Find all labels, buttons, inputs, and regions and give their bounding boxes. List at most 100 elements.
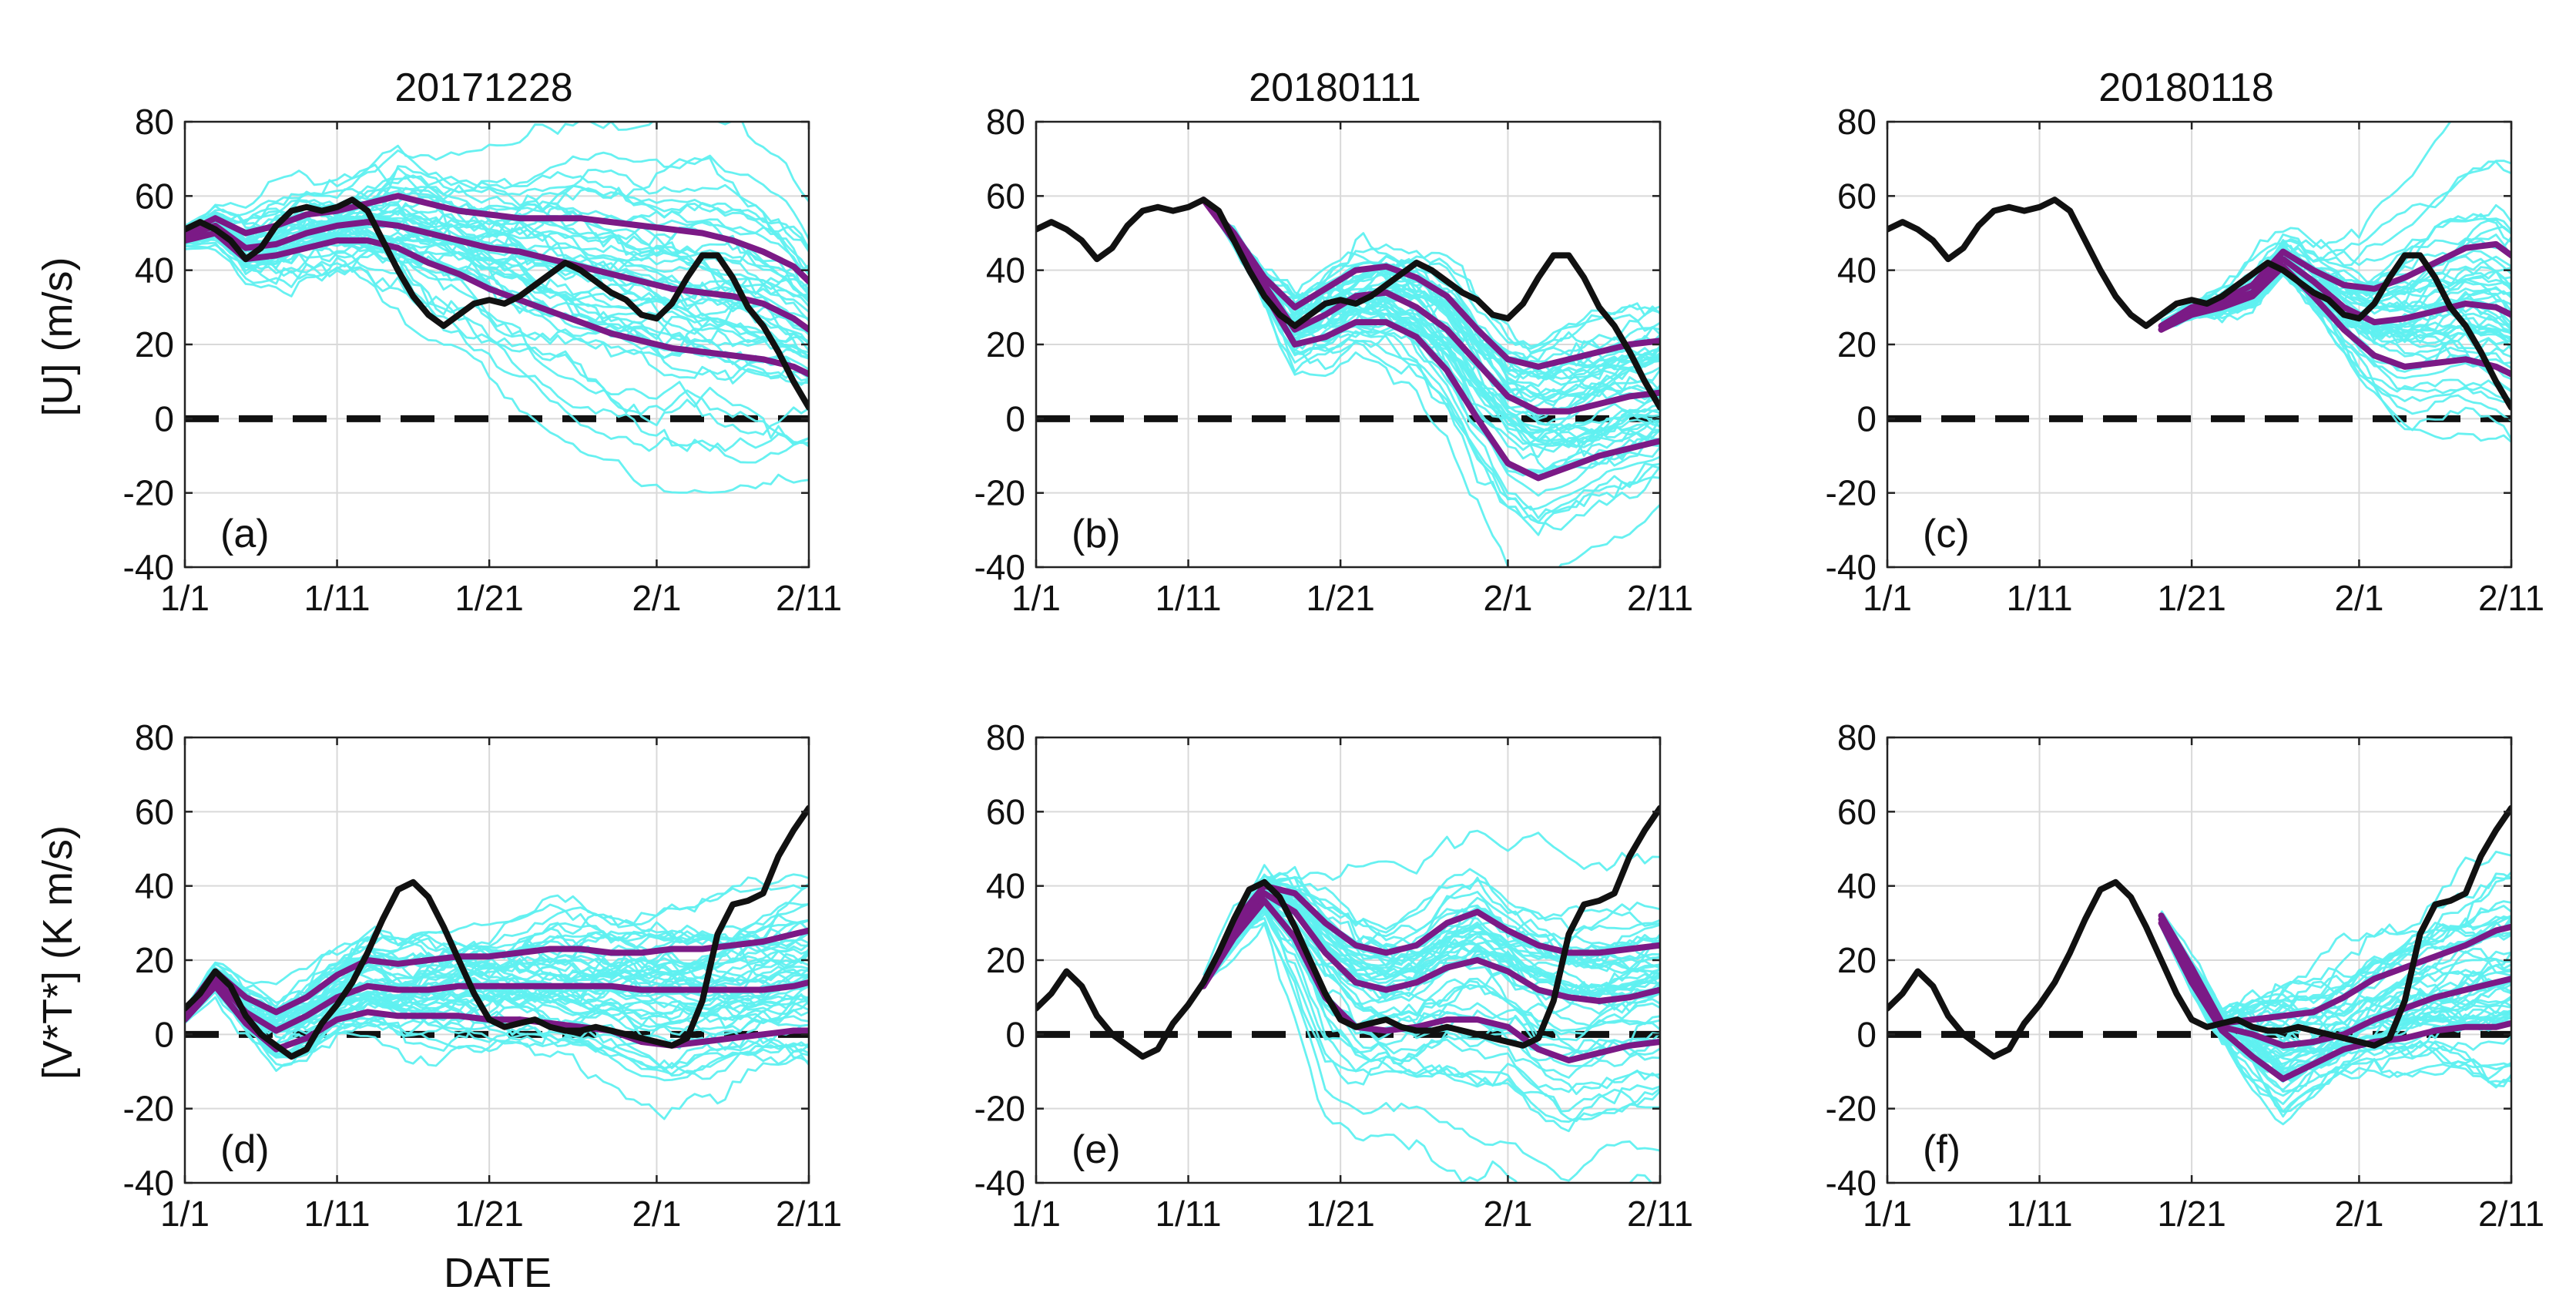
ensemble-member-a-32 xyxy=(185,166,809,253)
observed-line-c xyxy=(1887,196,2511,411)
observed-line-e xyxy=(1036,804,1660,1060)
ensemble-member-e-6 xyxy=(1202,872,1660,981)
ytick-label-c-3: 20 xyxy=(1837,324,1877,364)
ensemble-member-b-12 xyxy=(1202,199,1660,567)
ensemble-member-a-8 xyxy=(185,122,809,227)
ytick-label-f-5: 60 xyxy=(1837,791,1877,831)
ensemble-member-a-36 xyxy=(185,195,809,303)
series-f xyxy=(1887,804,2511,1126)
ensemble-member-b-47 xyxy=(1202,199,1660,403)
panel-tag-d: (d) xyxy=(220,1127,270,1172)
ytick-label-a-3: 20 xyxy=(135,324,174,364)
ytick-label-a-4: 40 xyxy=(135,250,174,291)
ensemble-member-e-49 xyxy=(1202,887,1660,1028)
ytick-label-f-1: -20 xyxy=(1826,1089,1877,1129)
ytick-label-c-1: -20 xyxy=(1826,473,1877,513)
ytick-label-d-4: 40 xyxy=(135,866,174,906)
ensemble-member-a-40 xyxy=(185,244,809,464)
ytick-label-c-5: 60 xyxy=(1837,176,1877,216)
xtick-label-c-4: 2/11 xyxy=(2478,578,2544,618)
ytick-label-d-2: 0 xyxy=(154,1014,174,1054)
percentile-upper-e xyxy=(1200,882,1660,986)
percentile-lower-c xyxy=(2158,263,2511,378)
xtick-label-a-2: 1/21 xyxy=(454,578,524,618)
ytick-label-b-4: 40 xyxy=(986,250,1025,291)
percentile-median-c xyxy=(2158,256,2511,333)
xtick-label-e-3: 2/1 xyxy=(1483,1194,1532,1234)
ytick-label-e-2: 0 xyxy=(1005,1014,1025,1054)
ensemble-member-e-44 xyxy=(1202,909,1660,1093)
ytick-label-b-6: 80 xyxy=(986,102,1025,142)
ytick-label-d-5: 60 xyxy=(135,791,174,831)
xtick-label-c-2: 1/21 xyxy=(2157,578,2226,618)
ensemble-member-f-45 xyxy=(2160,914,2511,1019)
xtick-label-e-2: 1/21 xyxy=(1306,1194,1375,1234)
column-title-2: 20180111 xyxy=(1249,66,1421,110)
ensemble-member-a-27 xyxy=(185,240,809,385)
percentile-median-b xyxy=(1200,196,1660,415)
xtick-label-d-3: 2/1 xyxy=(632,1194,681,1234)
ytick-label-e-4: 40 xyxy=(986,866,1025,906)
observed-line-b xyxy=(1036,196,1660,411)
ytick-label-e-1: -20 xyxy=(974,1089,1025,1129)
xtick-label-a-0: 1/1 xyxy=(160,578,210,618)
xtick-label-b-3: 2/1 xyxy=(1483,578,1532,618)
xtick-label-b-2: 1/21 xyxy=(1306,578,1375,618)
xtick-label-f-3: 2/1 xyxy=(2334,1194,2383,1234)
ytick-label-c-2: 0 xyxy=(1857,398,1877,438)
ensemble-member-a-41 xyxy=(185,227,809,344)
xtick-label-d-2: 1/21 xyxy=(454,1194,524,1234)
ytick-label-f-2: 0 xyxy=(1857,1014,1877,1054)
ytick-label-a-6: 80 xyxy=(135,102,174,142)
xtick-label-d-4: 2/11 xyxy=(776,1194,842,1234)
series-b xyxy=(1036,196,1660,567)
ytick-label-b-0: -40 xyxy=(974,547,1025,587)
panel-tag-f: (f) xyxy=(1923,1127,1961,1172)
panel-tag-b: (b) xyxy=(1072,512,1121,556)
ytick-label-d-0: -40 xyxy=(123,1163,174,1203)
ytick-label-d-1: -20 xyxy=(123,1089,174,1129)
observed-line-f xyxy=(1887,804,2511,1060)
panel-b: -40 -20 0 20 40 60 80 1/1 1/11 1/21 2/1 2/11 (b) xyxy=(974,102,1694,618)
observed-line-d xyxy=(185,804,809,1060)
xtick-label-a-1: 1/11 xyxy=(304,578,370,618)
ytick-label-e-6: 80 xyxy=(986,717,1025,757)
xtick-label-d-1: 1/11 xyxy=(304,1194,370,1234)
ytick-label-b-5: 60 xyxy=(986,176,1025,216)
series-e xyxy=(1036,804,1660,1183)
xtick-label-a-3: 2/1 xyxy=(632,578,681,618)
ensemble-member-d-33 xyxy=(185,986,809,1070)
xtick-label-e-4: 2/11 xyxy=(1627,1194,1693,1234)
x-axis-label: DATE xyxy=(444,1250,552,1296)
ytick-label-f-3: 20 xyxy=(1837,940,1877,980)
ytick-label-a-5: 60 xyxy=(135,176,174,216)
column-title-3: 20180118 xyxy=(2098,66,2274,110)
ensemble-member-e-31 xyxy=(1202,917,1660,1182)
percentile-upper-c xyxy=(2158,240,2511,329)
ensemble-member-d-8 xyxy=(185,978,809,1035)
percentile-lower-d xyxy=(185,982,809,1053)
panel-c: -40 -20 0 20 40 60 80 1/1 1/11 1/21 2/1 2/11 (c) xyxy=(1826,102,2545,618)
ytick-label-e-0: -40 xyxy=(974,1163,1025,1203)
ensemble-member-e-32 xyxy=(1202,882,1660,982)
xtick-label-f-4: 2/11 xyxy=(2478,1194,2544,1234)
percentile-lower-f xyxy=(2158,919,2511,1083)
series-a xyxy=(185,122,809,494)
ytick-label-c-6: 80 xyxy=(1837,102,1877,142)
ytick-label-a-0: -40 xyxy=(123,547,174,587)
xtick-label-f-2: 1/21 xyxy=(2157,1194,2226,1234)
column-title-1: 20171228 xyxy=(394,66,572,110)
ensemble-member-e-34 xyxy=(1202,922,1653,1183)
xtick-label-c-0: 1/1 xyxy=(1863,578,1912,618)
ytick-label-f-4: 40 xyxy=(1837,866,1877,906)
ensemble-member-b-18 xyxy=(1202,199,1660,511)
ytick-label-d-6: 80 xyxy=(135,717,174,757)
xtick-label-b-0: 1/1 xyxy=(1011,578,1061,618)
panel-e: -40 -20 0 20 40 60 80 1/1 1/11 1/21 2/1 2/11 (e) xyxy=(974,717,1694,1234)
panel-f: -40 -20 0 20 40 60 80 1/1 1/11 1/21 2/1 2/11 (f) xyxy=(1826,717,2545,1234)
ytick-label-a-1: -20 xyxy=(123,473,174,513)
panel-d: -40 -20 0 20 40 60 80 1/1 1/11 1/21 2/1 2/11 (d) xyxy=(123,717,843,1234)
ensemble-member-e-22 xyxy=(1202,910,1660,1124)
